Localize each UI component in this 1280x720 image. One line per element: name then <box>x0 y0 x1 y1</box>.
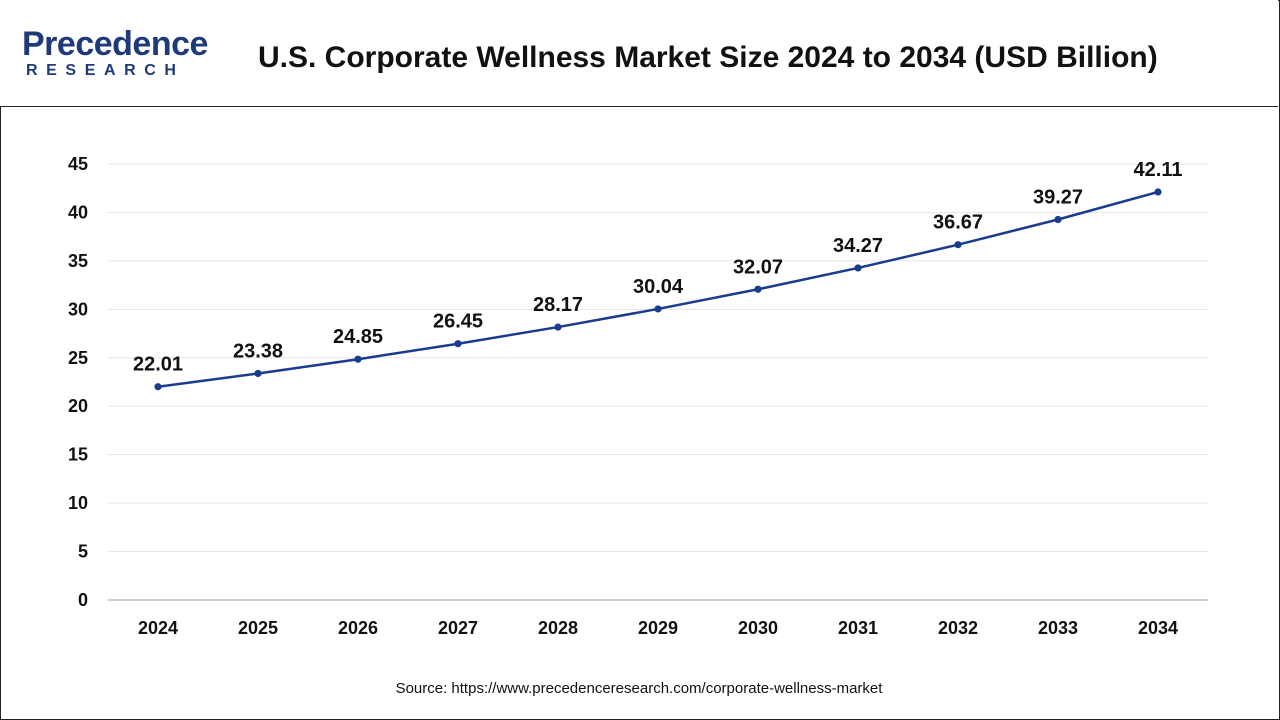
x-tick-label: 2025 <box>238 618 278 638</box>
data-label: 22.01 <box>133 354 183 376</box>
data-point[interactable] <box>354 355 362 363</box>
header-bar: Precedence RESEARCH U.S. Corporate Welln… <box>0 0 1278 107</box>
y-tick-label: 30 <box>68 299 88 319</box>
data-point[interactable] <box>654 305 662 313</box>
data-point[interactable] <box>854 264 862 272</box>
logo-wordmark: Precedence <box>22 25 208 63</box>
data-label: 39.27 <box>1033 187 1083 209</box>
data-label: 24.85 <box>333 326 383 348</box>
y-tick-label: 20 <box>68 396 88 416</box>
data-point[interactable] <box>954 241 962 249</box>
logo-subtitle: RESEARCH <box>26 62 185 79</box>
data-label: 42.11 <box>1134 159 1183 181</box>
data-label: 26.45 <box>433 311 483 333</box>
y-tick-label: 0 <box>78 590 88 610</box>
data-point[interactable] <box>554 323 562 331</box>
y-tick-label: 25 <box>68 348 88 368</box>
data-label: 34.27 <box>833 235 883 257</box>
x-tick-label: 2030 <box>738 618 778 638</box>
data-point[interactable] <box>254 369 262 378</box>
data-point[interactable] <box>754 285 762 293</box>
x-tick-label: 2026 <box>338 618 378 638</box>
data-point[interactable] <box>454 340 462 348</box>
y-tick-label: 5 <box>78 542 88 562</box>
brand-logo[interactable]: Precedence RESEARCH <box>22 24 222 84</box>
data-point[interactable] <box>1054 215 1062 224</box>
data-label: 36.67 <box>933 212 983 234</box>
x-tick-label: 2024 <box>138 618 178 638</box>
data-label: 28.17 <box>533 294 583 316</box>
data-point[interactable] <box>1154 188 1162 196</box>
x-tick-label: 2032 <box>938 618 978 638</box>
x-tick-label: 2027 <box>438 618 478 638</box>
x-tick-label: 2029 <box>638 618 678 638</box>
data-label: 23.38 <box>233 340 283 362</box>
y-tick-label: 15 <box>68 445 88 465</box>
x-tick-label: 2028 <box>538 618 578 638</box>
x-tick-label: 2031 <box>838 618 878 638</box>
y-tick-label: 45 <box>68 154 88 174</box>
data-point[interactable] <box>154 383 162 391</box>
y-tick-label: 35 <box>68 251 88 271</box>
y-tick-label: 40 <box>68 202 88 222</box>
data-label: 30.04 <box>633 276 684 298</box>
y-tick-label: 10 <box>68 493 88 513</box>
source-note: Source: https://www.precedenceresearch.c… <box>395 680 883 697</box>
x-tick-label: 2033 <box>1038 618 1078 638</box>
chart-title: U.S. Corporate Wellness Market Size 2024… <box>258 41 1158 74</box>
data-label: 32.07 <box>733 256 783 278</box>
x-tick-label: 2034 <box>1138 618 1178 638</box>
